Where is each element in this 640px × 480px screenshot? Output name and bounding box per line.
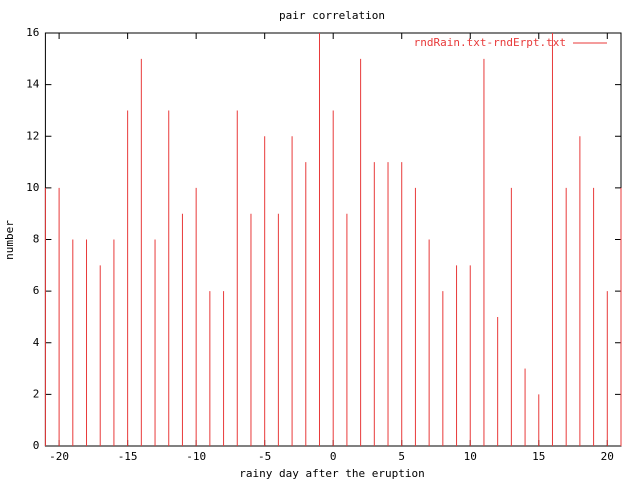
y-tick-label: 0	[33, 439, 40, 452]
y-tick-label: 12	[26, 129, 39, 142]
x-tick-label: -5	[258, 450, 271, 463]
x-tick-label: -10	[186, 450, 206, 463]
x-tick-label: 15	[532, 450, 545, 463]
x-tick-label: 20	[601, 450, 614, 463]
x-tick-label: 0	[330, 450, 337, 463]
x-tick-label: 5	[398, 450, 405, 463]
chart-title: pair correlation	[279, 9, 385, 22]
legend-label: rndRain.txt-rndErpt.txt	[414, 36, 566, 49]
y-tick-label: 2	[33, 387, 40, 400]
y-tick-label: 10	[26, 181, 39, 194]
y-tick-label: 8	[33, 233, 40, 246]
x-tick-label: -20	[49, 450, 69, 463]
y-tick-label: 6	[33, 284, 40, 297]
y-tick-label: 4	[33, 336, 40, 349]
y-tick-label: 16	[26, 26, 39, 39]
x-tick-label: -15	[118, 450, 138, 463]
x-axis-label: rainy day after the eruption	[239, 467, 424, 480]
x-tick-label: 10	[464, 450, 477, 463]
y-tick-label: 14	[26, 78, 40, 91]
y-axis-label: number	[3, 220, 16, 260]
